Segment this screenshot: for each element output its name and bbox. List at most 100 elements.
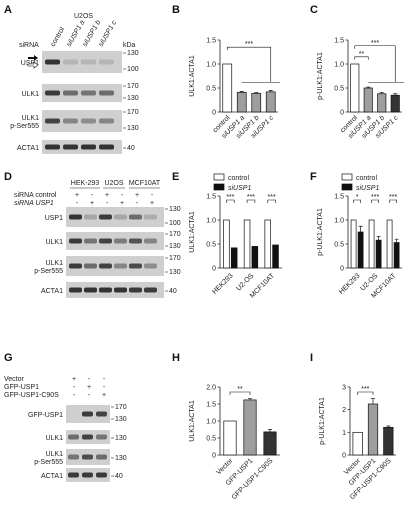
bar-control [368,219,375,269]
blot-band [99,144,114,150]
significance-bracket [246,199,256,203]
treatment-sign: + [75,192,79,199]
legend-swatch [213,173,225,181]
significance-mark: *** [371,194,379,201]
blot-band [129,287,142,293]
bar-control [264,219,271,269]
significance-bracket [371,199,379,203]
bar [223,420,237,456]
blot-band [81,90,96,96]
blot-strip [42,51,122,73]
bar-siUSP1 [230,247,238,269]
error-bar [268,429,272,432]
treatment-sign: - [73,392,76,399]
error-bar [239,91,244,93]
bar [265,91,276,113]
y-tick-label: 2.0 [206,385,216,392]
significance-bracket [354,45,404,83]
blot-strip [66,207,164,227]
kda-marker: 130 [127,50,139,57]
blot-band [84,287,97,293]
treatment-label: Vector [4,376,25,383]
blot-band [45,90,60,96]
y-tick-label: 0.5 [334,242,344,249]
blot-band [129,214,142,220]
panel-letter-e: E [172,171,179,183]
kda-marker: 130 [127,95,139,102]
significance-mark: *** [268,194,276,201]
treatment-label: GFP-USP1 [4,384,39,391]
treatment-label: siRNA USP1 [14,200,54,207]
bar [367,403,379,456]
blot-strip [42,110,122,132]
error-bar [358,225,363,232]
blot-strip [66,256,164,276]
error-bar [379,91,384,94]
bar [383,426,394,456]
blot-band [144,287,157,293]
blot-row-label: ULK1 [21,91,39,98]
blot-band [81,144,96,150]
blot-band [99,263,112,269]
treatment-sign: - [103,384,106,391]
treatment-label: siRNA control [14,192,57,199]
blot-band [84,263,97,269]
legend-swatch [341,173,353,181]
significance-bracket [267,199,276,203]
blot-band [82,434,93,440]
treatment-sign: - [76,200,79,207]
blot-row-label: p-Ser555 [34,268,63,275]
blot-band [99,287,112,293]
y-axis-label: ULK1:ACTA1 [189,400,196,442]
error-bar [376,235,381,241]
legend-label: siUSP1 [356,185,379,192]
chart-e: E 0 0.5 1.0 1.5 ULK1:ACTA1 *** HEK293 *** U2-OS **… [172,171,282,300]
bar-control [386,219,393,269]
bar [377,93,387,113]
bar [390,94,400,113]
blot-band [63,118,78,124]
blot-band [96,454,107,460]
chart-f: F00.51.01.5p-ULK1:ACTA1*HEK293***U2-OS**… [310,171,402,300]
blot-band [114,214,127,220]
significance-mark: *** [247,194,255,201]
blot-band [84,214,97,220]
blot-row-label: ULK1 [45,260,63,267]
y-tick-label: 0 [212,266,216,273]
blot-band [63,59,78,65]
significance-bracket [226,199,235,203]
y-tick-label: 0.5 [206,242,216,249]
blot-band [96,472,107,478]
chart-h: H00.51.01.52.0ULK1:ACTA1VectorGFP-USP1GF… [172,352,280,501]
blot-row-label: ULK1 [45,239,63,246]
treatment-sign: - [73,384,76,391]
significance-bracket [229,391,251,395]
treatment-sign: + [105,192,109,199]
y-axis-label: p-ULK1:ACTA1 [319,397,326,445]
chart-i: I0123p-ULK1:ACTA1VectorGFP-USP1GFP-USP1-… [310,352,396,501]
blot-band [68,434,79,440]
kda-marker: 40 [127,145,135,152]
error-bar [386,425,391,428]
legend-label: control [228,175,249,182]
blot-band [84,238,97,244]
blot-row-label: USP1 [21,60,39,67]
lane-label: control [50,26,67,48]
kda-marker: 170 [169,231,181,238]
treatment-sign: + [120,200,124,207]
blot-band [99,118,114,124]
blot-band [82,454,93,460]
blot-band [45,59,60,65]
y-tick-label: 0 [340,110,344,117]
blot-band [144,238,157,244]
error-bar [254,91,259,94]
treatment-sign: - [136,200,139,207]
blot-band [45,118,60,124]
y-tick-label: 1.5 [334,194,344,201]
cell-line-group: HEK-293 [71,180,100,187]
x-tick-label: U2-OS [235,272,255,292]
blot-band [129,263,142,269]
